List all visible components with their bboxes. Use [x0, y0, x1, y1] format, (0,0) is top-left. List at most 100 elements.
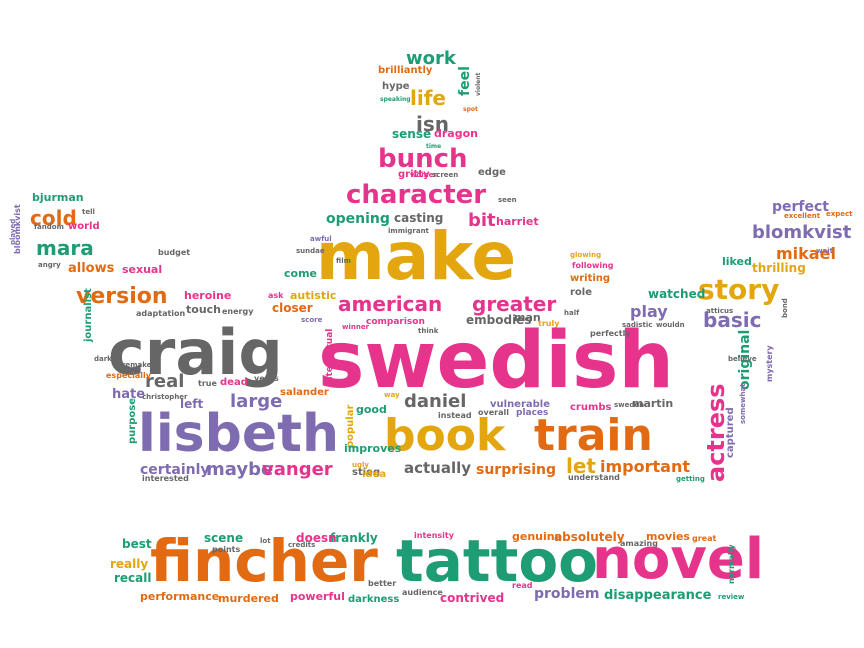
- cloud-word: train: [534, 410, 653, 461]
- cloud-word: true: [198, 379, 217, 388]
- cloud-word: novel: [592, 527, 765, 592]
- cloud-word: problem: [534, 586, 600, 602]
- cloud-word: time: [426, 143, 442, 150]
- cloud-word: work: [406, 48, 456, 69]
- cloud-word: getting: [676, 475, 705, 483]
- cloud-word: following: [572, 261, 614, 270]
- cloud-word: large: [230, 391, 283, 412]
- cloud-word: sense: [392, 127, 432, 141]
- cloud-word: awful: [310, 235, 332, 243]
- cloud-word: man: [514, 311, 541, 324]
- cloud-word: good: [356, 403, 387, 416]
- cloud-word: immigrant: [388, 227, 429, 235]
- cloud-word: bit: [468, 210, 496, 231]
- cloud-word: mikael: [776, 244, 836, 263]
- cloud-word: played: [9, 218, 17, 245]
- cloud-word: idea: [362, 469, 387, 480]
- cloud-word: purpose: [127, 398, 138, 444]
- cloud-word: sadistic: [622, 321, 653, 329]
- cloud-word: watched: [648, 287, 706, 301]
- cloud-word: writing: [570, 273, 611, 284]
- cloud-word: contrived: [440, 591, 505, 605]
- cloud-word: powerful: [290, 590, 345, 603]
- cloud-word: half: [564, 309, 580, 317]
- cloud-word: story: [698, 273, 780, 306]
- cloud-word: screen: [432, 171, 459, 179]
- cloud-word: frankly: [330, 531, 378, 545]
- cloud-word: greater: [472, 292, 557, 316]
- cloud-word: bond: [781, 298, 789, 318]
- cloud-word: movies: [646, 530, 690, 543]
- cloud-word: seen: [498, 196, 517, 204]
- cloud-word: places: [516, 408, 549, 418]
- cloud-word: audience: [402, 588, 443, 597]
- cloud-word: play: [630, 302, 668, 321]
- cloud-word: overall: [478, 408, 509, 417]
- cloud-word: vulnerable: [490, 399, 551, 410]
- cloud-word: actually: [404, 459, 472, 477]
- cloud-word: women: [410, 171, 439, 179]
- cloud-word: swedish: [318, 316, 674, 406]
- cloud-word: improves: [344, 442, 402, 455]
- cloud-word: especially: [106, 371, 151, 380]
- cloud-word: performance: [140, 590, 220, 603]
- cloud-word: opening: [326, 211, 390, 227]
- cloud-word: make: [316, 218, 517, 295]
- cloud-word: genuine: [512, 530, 563, 543]
- cloud-word: feel: [457, 66, 473, 96]
- cloud-word: craig: [108, 316, 283, 389]
- cloud-word: left: [180, 397, 204, 411]
- cloud-word: hate: [112, 387, 146, 402]
- cloud-word: sweden: [614, 401, 645, 409]
- cloud-word: disappearance: [604, 588, 712, 603]
- cloud-word: expect: [826, 210, 853, 218]
- cloud-word: glowing: [570, 251, 602, 259]
- cloud-word: read: [512, 581, 533, 590]
- cloud-word: atticus: [706, 307, 734, 315]
- cloud-word: points: [212, 545, 241, 554]
- cloud-word: mystery: [765, 345, 774, 382]
- cloud-word: perfectly: [590, 329, 631, 338]
- cloud-word: score: [301, 316, 323, 324]
- cloud-word: winner: [342, 323, 370, 331]
- cloud-word: wouldn: [656, 321, 685, 329]
- cloud-word: edge: [478, 167, 506, 178]
- cloud-word: captured: [725, 407, 736, 458]
- cloud-word: intensity: [414, 531, 454, 540]
- cloud-word: spot: [463, 106, 478, 113]
- cloud-word: heroine: [184, 289, 232, 302]
- cloud-word: come: [284, 267, 317, 280]
- cloud-word: gritty: [398, 169, 430, 180]
- cloud-word: absolutely: [554, 530, 625, 544]
- cloud-word: ask: [268, 291, 284, 300]
- cloud-word: embodies: [466, 313, 532, 327]
- cloud-word: hype: [382, 81, 410, 92]
- cloud-word: dragon: [434, 127, 478, 140]
- cloud-word: normally: [727, 544, 736, 584]
- cloud-word: understand: [568, 473, 620, 482]
- cloud-word: lisbeth: [138, 404, 339, 464]
- cloud-word: important: [600, 457, 690, 476]
- cloud-word: remake: [122, 361, 152, 369]
- cloud-word: better: [368, 579, 397, 588]
- cloud-word: cold: [30, 206, 77, 230]
- cloud-word: dead: [220, 377, 248, 388]
- cloud-word: intellectual: [325, 328, 335, 386]
- cloud-word: tattoo: [396, 527, 599, 595]
- cloud-word: book: [384, 410, 506, 461]
- cloud-word: lot: [260, 537, 271, 545]
- cloud-word: tell: [82, 208, 95, 216]
- cloud-word: really: [110, 557, 149, 571]
- cloud-word: sundae: [296, 247, 325, 255]
- cloud-word: great: [692, 534, 717, 543]
- cloud-word: think: [418, 327, 439, 335]
- cloud-word: dark: [94, 355, 112, 363]
- cloud-word: ugly: [352, 461, 369, 469]
- cloud-word: autistic: [290, 289, 337, 302]
- cloud-word: excellent: [784, 212, 821, 220]
- cloud-word: allows: [68, 261, 115, 276]
- cloud-word: maybe: [206, 459, 274, 480]
- cloud-word: daniel: [404, 391, 467, 412]
- cloud-word: somewhat: [739, 383, 747, 424]
